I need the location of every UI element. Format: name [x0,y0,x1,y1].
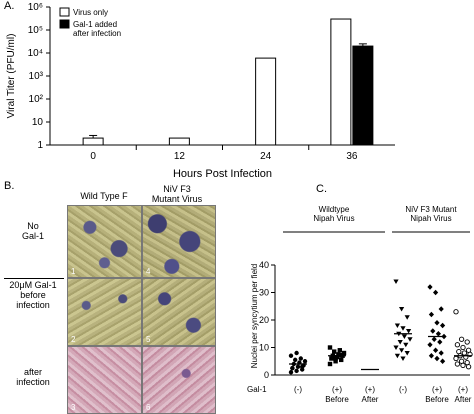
bar [255,57,277,146]
micrograph-1: 1 [67,205,142,278]
panel-a-letter: A. [4,0,15,12]
y-tick-label: 10³ [29,71,44,82]
bar [82,137,104,146]
y-tick-label: 10⁴ [28,48,43,59]
bar [330,18,352,146]
col-header-wild-type: Wild Type F [80,191,128,201]
legend-swatch [59,19,70,29]
bar [168,137,190,146]
y-tick-label: 1 [37,140,43,151]
panel-c-letter: C. [316,183,327,195]
legend-label: Gal-1 added after infection [73,20,121,38]
row-divider [4,278,64,279]
micrograph-5: 5 [142,278,216,346]
legend-label: Virus only [73,8,108,17]
row-label-gal1-before: 20μM Gal-1 before infection [9,280,57,310]
micrograph-2: 2 [67,278,142,346]
legend-swatch [59,7,70,17]
micrograph-6: 6 [142,346,216,414]
y-axis-label: Viral Titer (PFU/ml) [6,34,17,119]
row-label-gal1-after: after infection [16,367,50,387]
micrograph-number: 6 [146,403,151,412]
x-tick-label: 12 [174,151,186,162]
micrograph-4: 4 [142,205,216,278]
col-header-f3-mutant: NiV F3 Mutant Virus [151,184,203,204]
micrograph-number: 5 [146,335,151,344]
x-axis-label: Hours Post Infection [173,168,272,180]
panel-b-letter: B. [4,180,15,192]
y-tick-label: 10 [32,117,44,128]
micrograph-number: 3 [71,403,76,412]
micrograph-3: 3 [67,346,142,414]
x-tick-label: 0 [90,151,96,162]
y-tick-label: 10⁵ [28,25,43,36]
micrograph-number: 1 [71,267,76,276]
row-label-no-gal1: No Gal-1 [21,221,44,241]
micrograph-number: 2 [71,335,76,344]
x-tick-label: 24 [260,151,272,162]
y-tick-label: 10² [29,94,44,105]
x-tick-label: 36 [346,151,358,162]
bar [352,45,374,146]
y-tick-label: 10⁶ [28,2,43,13]
micrograph-number: 4 [146,267,151,276]
